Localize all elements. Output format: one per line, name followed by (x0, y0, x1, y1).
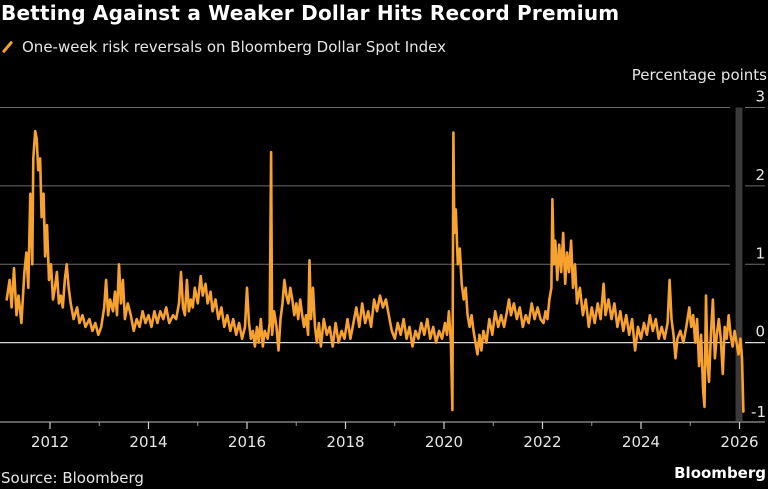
chart-title: Betting Against a Weaker Dollar Hits Rec… (1, 1, 620, 25)
x-tick-label: 2014 (129, 433, 167, 451)
x-tick-label: 2012 (31, 433, 69, 451)
x-tick-label: 2026 (720, 433, 758, 451)
series-line (5, 129, 745, 413)
x-tick-label: 2022 (523, 433, 561, 451)
y-axis-unit-label: Percentage points (631, 66, 767, 84)
highlight-band-layer (735, 107, 743, 421)
y-tick-label: 1 (755, 244, 765, 262)
y-tick-label: 0 (755, 323, 765, 341)
y-axis-labels: 3 2 1 0 -1 (751, 88, 766, 422)
x-tick-label: 2018 (326, 433, 364, 451)
gridlines (0, 107, 765, 344)
y-tick-label: 2 (755, 166, 765, 184)
x-tick-label: 2020 (425, 433, 463, 451)
y-tick-label: 3 (755, 88, 765, 106)
source-note: Source: Bloomberg (1, 469, 144, 487)
series-layer (5, 129, 745, 413)
x-tick-label: 2016 (228, 433, 266, 451)
x-tick-label: 2024 (622, 433, 660, 451)
y-tick-label: -1 (751, 403, 766, 421)
x-axis (0, 421, 765, 429)
highlight-band (735, 107, 743, 421)
bloomberg-logo: Bloomberg (674, 464, 766, 482)
x-axis-labels: 2012 2014 2016 2018 2020 2022 2024 2026 (31, 433, 759, 451)
legend-label: One-week risk reversals on Bloomberg Dol… (22, 38, 447, 56)
legend: One-week risk reversals on Bloomberg Dol… (2, 38, 446, 56)
